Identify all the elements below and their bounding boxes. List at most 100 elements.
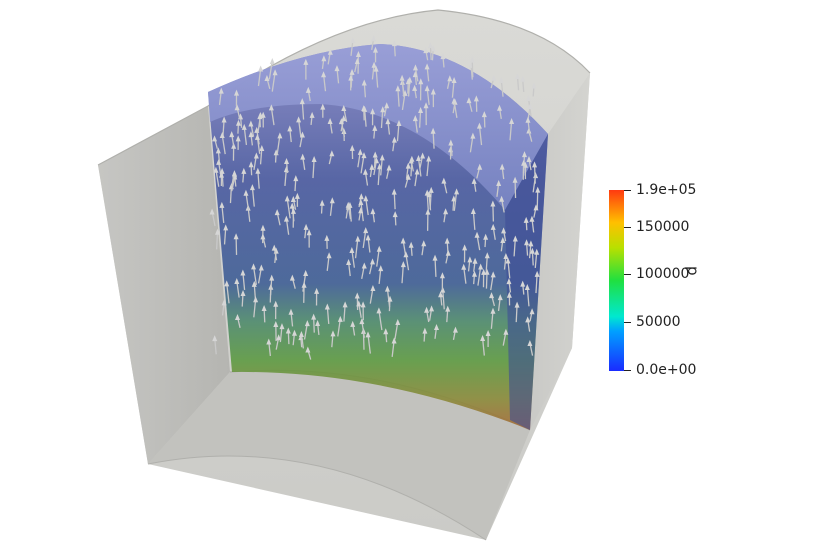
velocity-arrow: [424, 63, 430, 82]
velocity-arrow: [423, 47, 429, 61]
velocity-arrow: [514, 301, 520, 323]
velocity-arrow: [368, 258, 376, 275]
velocity-arrow: [440, 53, 446, 68]
velocity-arrow: [264, 75, 271, 90]
velocity-arrow: [326, 252, 332, 271]
velocity-arrow: [438, 291, 444, 306]
colorbar-tick: [624, 274, 631, 275]
velocity-arrow: [358, 207, 364, 221]
velocity-arrow: [305, 86, 311, 102]
velocity-arrow: [234, 89, 240, 107]
velocity-arrow: [469, 132, 476, 153]
velocity-arrow: [490, 200, 496, 222]
velocity-arrow: [524, 239, 530, 256]
velocity-arrow: [506, 278, 512, 293]
velocity-arrow: [329, 197, 335, 216]
colorbar-tick: [624, 227, 631, 228]
velocity-arrow: [490, 271, 496, 291]
velocity-arrow: [257, 113, 263, 128]
velocity-arrow: [497, 104, 503, 119]
velocity-arrow: [234, 277, 240, 298]
velocity-arrow: [412, 71, 418, 86]
velocity-arrow: [253, 296, 259, 318]
velocity-arrow: [520, 75, 526, 93]
velocity-arrow: [275, 334, 282, 350]
velocity-arrow: [391, 337, 397, 357]
velocity-arrow: [254, 133, 261, 154]
velocity-arrow: [505, 257, 511, 279]
velocity-arrow: [506, 291, 512, 306]
velocity-arrow: [484, 252, 490, 272]
velocity-arrow: [525, 316, 531, 332]
velocity-arrow: [365, 234, 371, 253]
velocity-arrow: [370, 208, 376, 223]
velocity-arrow: [349, 247, 356, 268]
velocity-arrow: [276, 132, 283, 155]
velocity-arrow: [291, 329, 297, 346]
velocity-arrow: [528, 240, 534, 259]
velocity-arrow: [400, 261, 406, 284]
velocity-arrow: [369, 284, 376, 304]
velocity-arrow: [426, 155, 432, 177]
velocity-arrow: [273, 300, 279, 320]
velocity-arrow: [462, 244, 468, 263]
velocity-arrow: [474, 231, 481, 251]
velocity-arrow: [476, 122, 483, 146]
velocity-arrow: [235, 135, 241, 150]
velocity-arrow: [432, 254, 438, 277]
velocity-arrow: [376, 245, 382, 267]
velocity-arrow: [490, 74, 497, 89]
velocity-arrow: [299, 98, 305, 120]
velocity-arrow: [461, 263, 467, 284]
velocity-arrow: [415, 155, 422, 177]
velocity-arrow: [443, 208, 449, 223]
velocity-arrow: [396, 120, 402, 142]
velocity-arrow: [354, 235, 361, 259]
velocity-arrow: [357, 148, 363, 168]
velocity-arrow: [422, 327, 428, 342]
velocity-arrow: [386, 164, 392, 179]
velocity-arrow: [223, 224, 229, 245]
velocity-arrow: [376, 307, 383, 331]
velocity-arrow: [448, 139, 454, 157]
velocity-arrow: [311, 156, 317, 179]
velocity-arrow: [485, 329, 491, 348]
colorbar-label-100000: 100000: [636, 266, 690, 282]
velocity-arrow: [298, 331, 305, 349]
velocity-arrow: [399, 74, 405, 92]
velocity-arrow: [269, 274, 275, 296]
velocity-arrow: [356, 300, 362, 318]
velocity-arrow: [221, 116, 227, 137]
velocity-arrow: [257, 264, 264, 284]
velocity-arrow: [532, 161, 538, 184]
velocity-arrow: [481, 111, 487, 128]
velocity-arrow: [360, 152, 367, 174]
velocity-arrow: [405, 78, 411, 94]
velocity-arrow: [337, 315, 343, 337]
velocity-arrow: [213, 166, 220, 187]
velocity-arrow: [391, 40, 397, 57]
velocity-arrow: [535, 186, 541, 210]
velocity-arrow: [271, 244, 278, 261]
velocity-arrow: [306, 229, 312, 248]
velocity-arrow: [483, 233, 489, 248]
velocity-arrow: [529, 215, 535, 233]
velocity-arrow: [428, 305, 435, 321]
velocity-arrow: [261, 305, 267, 323]
velocity-arrow-glyphs: [209, 35, 541, 360]
velocity-arrow: [514, 72, 520, 91]
velocity-arrow: [243, 189, 250, 211]
velocity-arrow: [533, 204, 539, 218]
velocity-arrow: [315, 319, 321, 335]
velocity-arrow: [405, 162, 411, 179]
velocity-arrow: [233, 233, 239, 255]
velocity-arrow: [392, 211, 398, 226]
velocity-arrow: [219, 201, 225, 224]
velocity-arrow: [338, 118, 345, 138]
velocity-arrow: [430, 127, 436, 149]
velocity-arrow: [321, 71, 327, 92]
velocity-arrow: [404, 173, 411, 188]
velocity-arrow: [434, 323, 440, 339]
velocity-arrow: [328, 150, 335, 165]
